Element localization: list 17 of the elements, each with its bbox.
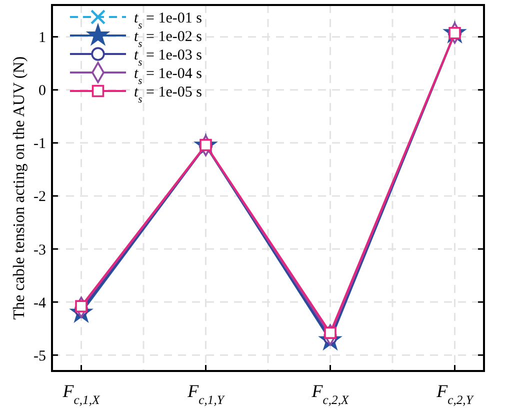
x-tick-label: F$_{c,1,X}$ (62, 381, 101, 407)
y-tick-label: -3 (34, 242, 46, 258)
legend-label: t$_{s}$ = 1e-02 s (134, 28, 202, 50)
legend-label: t$_{s}$ = 1e-03 s (134, 47, 202, 68)
y-tick-label: -4 (34, 295, 46, 312)
x-tick-label: F$_{c,2,Y}$ (436, 381, 475, 407)
y-tick-label: 0 (38, 83, 46, 100)
x-tick-label: F$_{c,1,Y}$ (186, 381, 226, 407)
legend-label: t$_{s}$ = 1e-05 s (134, 84, 202, 105)
y-axis-title: The cable tension acting on the AUV (N) (11, 56, 28, 320)
y-tick-label: 1 (38, 30, 46, 46)
y-tick-label: -5 (34, 348, 46, 364)
y-tick-label: -1 (34, 136, 46, 152)
x-tick-label: F$_{c,2,X}$ (310, 381, 350, 407)
legend-label: t$_{s}$ = 1e-04 s (134, 66, 202, 86)
legend-label: t$_{s}$ = 1e-01 s (134, 10, 202, 31)
y-tick-label: -2 (34, 189, 46, 206)
